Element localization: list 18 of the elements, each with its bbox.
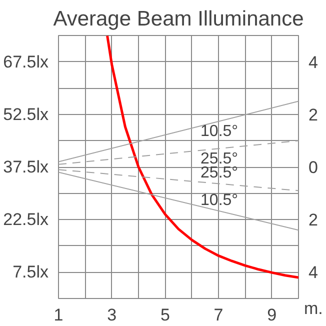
chart-title: Average Beam Illuminance (53, 8, 304, 30)
y-tick-label: 7.5lx (12, 262, 49, 282)
y-tick-label: 67.5lx (3, 52, 49, 72)
x-tick-label: 9 (267, 306, 277, 324)
line-series (106, 36, 298, 279)
y2-tick-label: 4 (308, 52, 318, 72)
y2-tick-label: 2 (308, 210, 318, 230)
y2-tick-label: 2 (308, 105, 318, 124)
y2-tick-label: 4 (308, 263, 318, 282)
y-tick-label: 52.5lx (3, 104, 49, 124)
y2-tick-label: 0 (308, 158, 318, 177)
y-tick-label: 37.5lx (3, 158, 49, 176)
y-tick-label: 22.5lx (3, 210, 49, 230)
x-tick-label: 7 (214, 306, 224, 324)
x-tick-label: 1 (54, 306, 64, 324)
x-axis-title: m. (304, 299, 323, 319)
x-tick-label: 5 (160, 306, 170, 324)
x-tick-label: 3 (107, 306, 117, 324)
